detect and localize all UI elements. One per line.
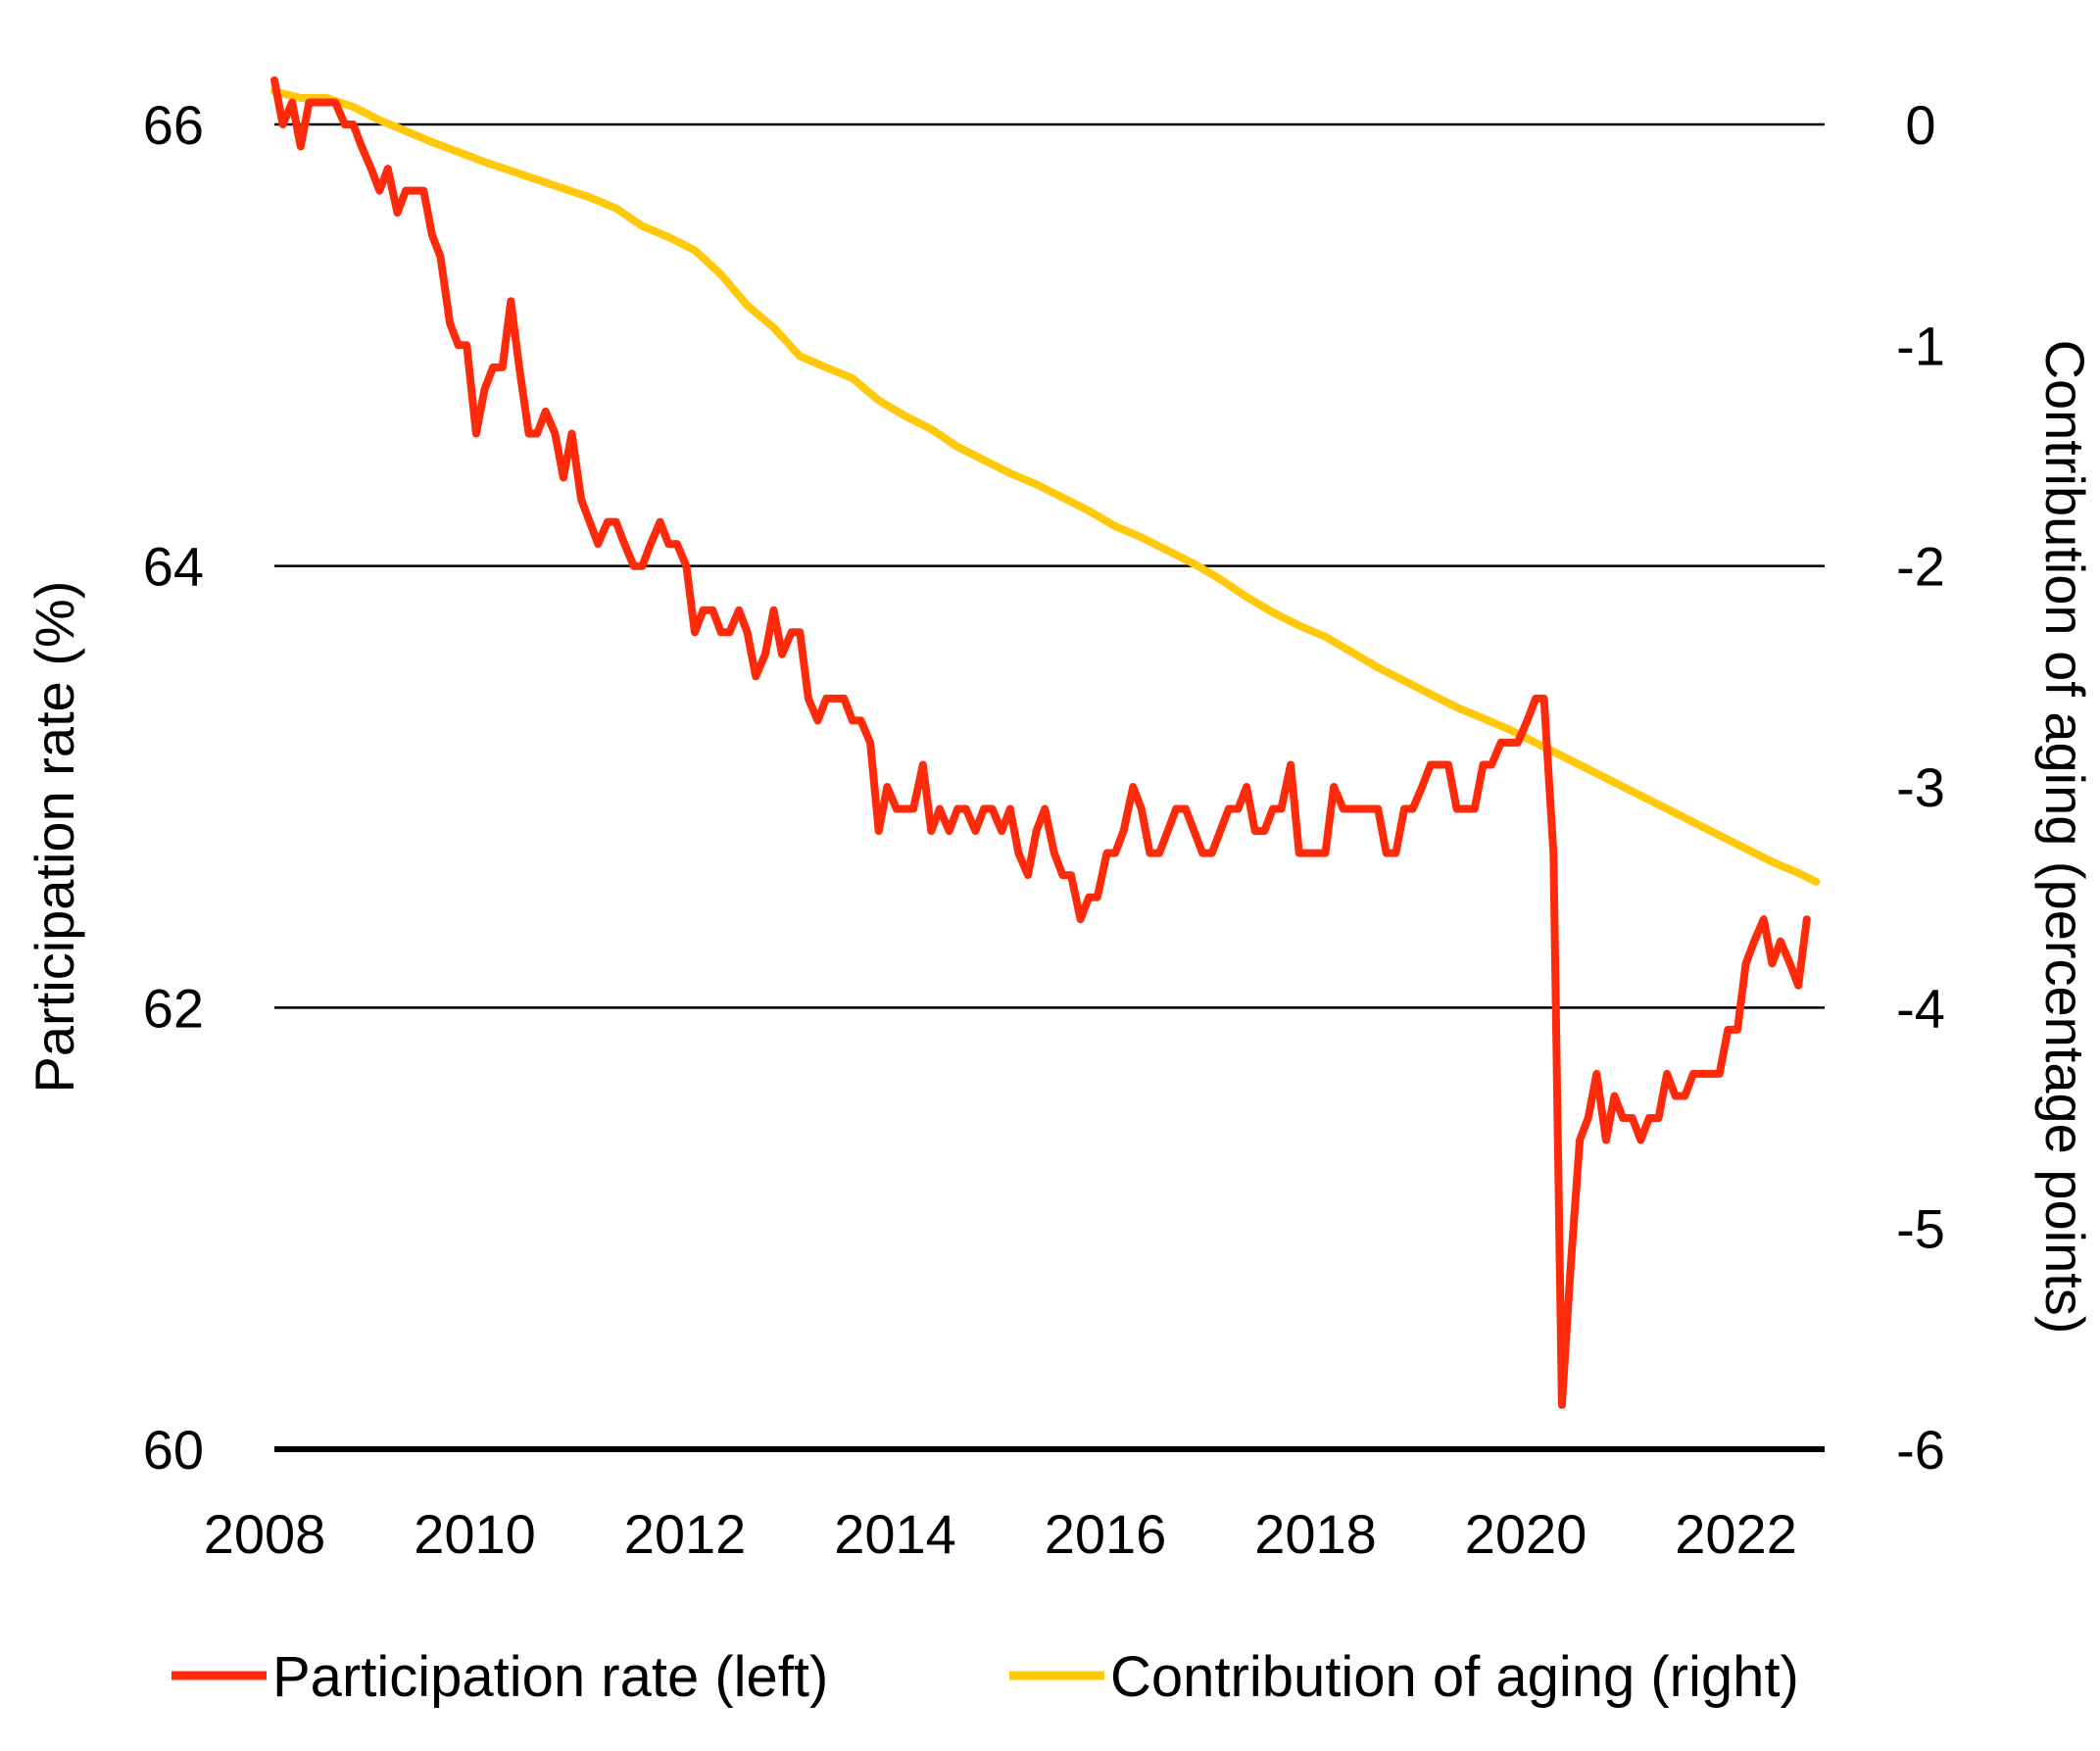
x-tick-label: 2010 — [414, 1503, 536, 1565]
right-axis-ticks: 0 -1 -2 -3 -4 -5 -6 — [1896, 94, 1945, 1481]
x-tick-label: 2008 — [204, 1503, 326, 1565]
x-tick-label: 2016 — [1045, 1503, 1167, 1565]
right-tick-label: -1 — [1896, 315, 1945, 376]
x-tick-label: 2014 — [834, 1503, 956, 1565]
x-tick-label: 2022 — [1675, 1503, 1797, 1565]
right-tick-label: -3 — [1896, 756, 1945, 818]
participation-rate-line — [270, 75, 1811, 1409]
left-tick-label: 62 — [143, 977, 204, 1039]
right-tick-label: -4 — [1896, 977, 1945, 1039]
series-layer — [270, 75, 1821, 1409]
x-axis-ticks: 2008 2010 2012 2014 2016 2018 2020 2022 — [204, 1503, 1797, 1565]
x-tick-label: 2012 — [624, 1503, 747, 1565]
right-tick-label: -5 — [1896, 1198, 1945, 1260]
legend: Participation rate (left) Contribution o… — [171, 1645, 1799, 1709]
left-axis-ticks: 66 64 62 60 — [143, 94, 204, 1481]
right-tick-label: 0 — [1905, 94, 1935, 156]
left-tick-label: 64 — [143, 536, 204, 598]
aging-contribution-line — [270, 87, 1821, 886]
right-axis-title: Contribution of aging (percentage points… — [2034, 340, 2096, 1335]
left-tick-label: 66 — [143, 94, 204, 156]
x-tick-label: 2018 — [1254, 1503, 1377, 1565]
gridlines — [274, 122, 1825, 1452]
left-axis-title: Participation rate (%) — [24, 581, 85, 1094]
legend-label-participation: Participation rate (left) — [272, 1645, 828, 1709]
left-tick-label: 60 — [143, 1419, 204, 1481]
right-tick-label: -2 — [1896, 536, 1945, 598]
right-tick-label: -6 — [1896, 1419, 1945, 1481]
legend-label-aging: Contribution of aging (right) — [1110, 1645, 1799, 1709]
x-tick-label: 2020 — [1465, 1503, 1587, 1565]
